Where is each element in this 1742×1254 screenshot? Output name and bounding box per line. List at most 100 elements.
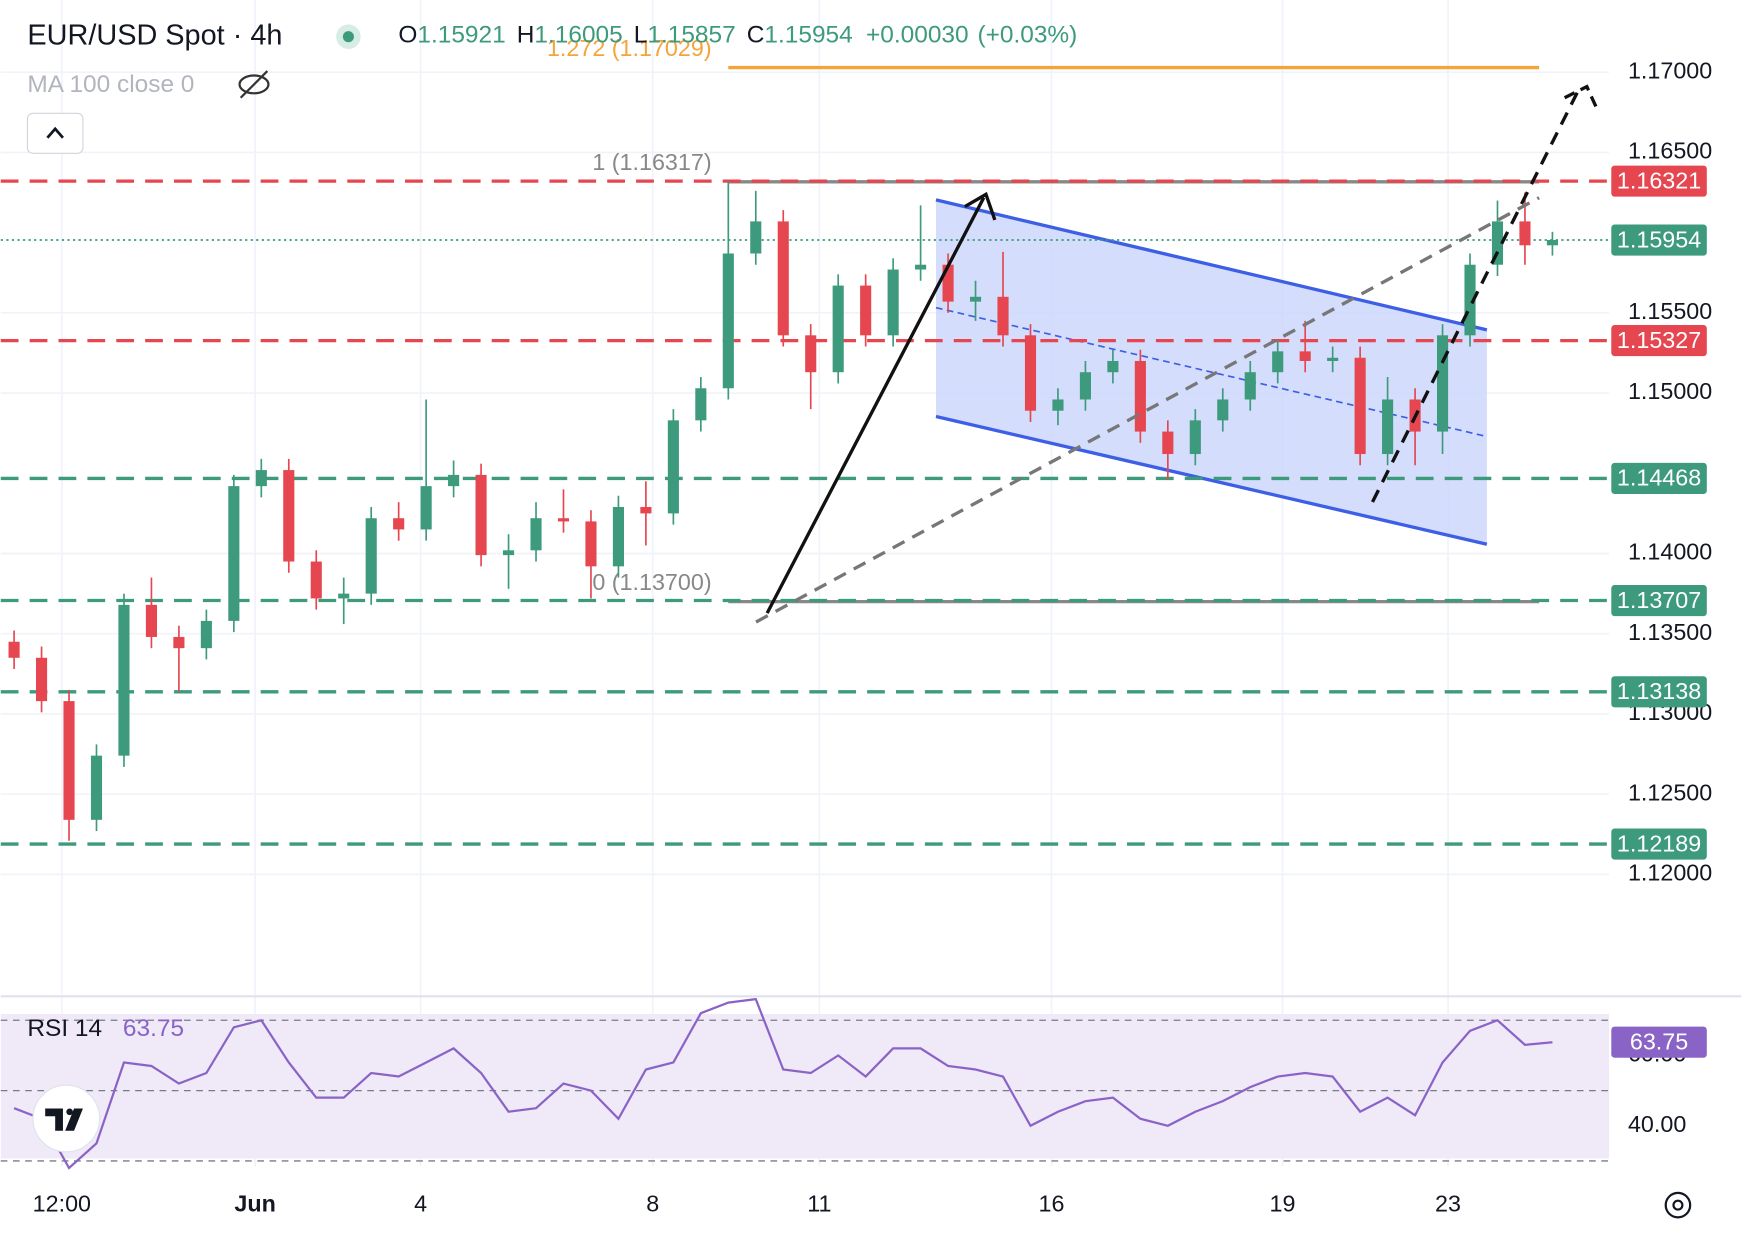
candle-body — [310, 561, 322, 599]
tv-logo[interactable] — [32, 1084, 101, 1153]
candle-body — [942, 264, 954, 302]
price-badge — [1611, 224, 1707, 256]
candle-body — [722, 253, 734, 389]
price-badge-label: 1.14468 — [1617, 465, 1701, 491]
candle-body — [1327, 357, 1339, 361]
candle-body — [255, 470, 267, 487]
y-tick-label: 1.13500 — [1628, 619, 1712, 645]
candle-body — [1272, 351, 1284, 373]
candle-body — [393, 518, 405, 530]
candle-body — [1464, 264, 1476, 336]
candle-body — [860, 285, 872, 336]
ohlc-key: C — [747, 22, 765, 49]
rsi-badge-label: 63.75 — [1630, 1028, 1688, 1054]
eye — [238, 74, 270, 95]
candle-body — [420, 486, 432, 530]
price-badge — [1611, 828, 1707, 860]
ohlc-key: L — [634, 22, 648, 49]
rsi-band — [0, 1014, 1610, 1159]
fib-label: 1 (1.16317) — [592, 149, 711, 175]
candle-body — [750, 221, 762, 254]
price-badge-label: 1.13707 — [1617, 587, 1701, 613]
collapse-button[interactable] — [26, 112, 84, 154]
price-badge — [1611, 325, 1707, 357]
candle-body — [777, 221, 789, 336]
candle-body — [1436, 335, 1449, 432]
settings-icon[interactable] — [1664, 1191, 1692, 1219]
candle-body — [1079, 372, 1091, 400]
price-badge-label: 1.12189 — [1617, 830, 1701, 856]
x-tick-label: 8 — [646, 1190, 659, 1216]
ohlc-key: O — [398, 22, 417, 49]
candle-body — [585, 521, 597, 567]
rsi-line — [13, 997, 1553, 1170]
levels: 1.272 (1.17029) 1 (1.16317) 0 (1.13700) — [0, 35, 1610, 846]
candle-body — [63, 701, 75, 820]
trend-dashed — [755, 196, 1540, 624]
y-tick-label: 1.16500 — [1628, 138, 1712, 164]
y-tick-label: 1.15000 — [1628, 378, 1712, 404]
ma-label: MA 100 close 0 — [27, 71, 194, 98]
x-tick-label: 23 — [1435, 1190, 1461, 1216]
channel-mid — [935, 306, 1488, 438]
price-badge — [1611, 584, 1707, 617]
price-badge-label: 1.13138 — [1617, 678, 1701, 704]
ohlc-value: 1.16005 — [534, 22, 622, 49]
logo-circle — [32, 1084, 101, 1153]
ohlc-key: H — [517, 22, 535, 49]
candle-body — [530, 518, 542, 551]
arrow-head — [964, 191, 997, 221]
candle-body — [1162, 431, 1174, 455]
ohlc-value: 1.15857 — [647, 22, 735, 49]
candle-body — [200, 620, 212, 649]
eye-slash — [239, 70, 269, 99]
candle-body — [448, 474, 460, 487]
ohlc-value: 1.15921 — [417, 22, 505, 49]
candle-body — [887, 269, 899, 336]
candle-body — [145, 604, 157, 637]
ohlc: O1.15921 H1.16005 L1.15857 C1.15954 +0.00030… — [398, 22, 1077, 49]
x-tick-label: 11 — [807, 1190, 831, 1216]
channel-top — [935, 198, 1488, 332]
price-badge-label: 1.15954 — [1617, 226, 1701, 252]
candle-body — [502, 550, 515, 556]
candle-body — [90, 755, 103, 820]
candle-body — [173, 636, 185, 649]
candle-body — [557, 518, 570, 522]
status-dot — [342, 31, 354, 43]
x-tick-label: 4 — [414, 1190, 427, 1216]
logo-dot — [66, 1108, 73, 1116]
rsi-badge — [1611, 1026, 1707, 1058]
candle-body — [338, 593, 350, 599]
price-badge — [1611, 676, 1707, 708]
y-tick-label: 1.12500 — [1628, 779, 1712, 805]
candle-body — [1024, 335, 1037, 411]
rsi-value: 63.75 — [123, 1015, 184, 1042]
candle-body — [1052, 399, 1064, 411]
x-tick-label: 19 — [1270, 1190, 1296, 1216]
candle-body — [365, 518, 377, 594]
candle-body — [695, 388, 707, 421]
ohlc-value: 1.15954 — [764, 22, 852, 49]
projection — [1370, 90, 1580, 503]
x-tick-label: Jun — [234, 1190, 275, 1216]
price-badge — [1611, 462, 1707, 494]
candle-body — [1217, 399, 1229, 421]
change-pct: (+0.03%) — [977, 22, 1077, 49]
candle-body — [997, 296, 1009, 336]
fib-label: 1.272 (1.17029) — [547, 35, 712, 61]
gear-center — [1672, 1199, 1684, 1211]
candle-body — [475, 474, 487, 556]
candle-body — [640, 506, 652, 514]
rsi-name: RSI 14 — [27, 1015, 102, 1042]
axis: 12:00 Jun 4 8 11 16 19 23 1.17000 1.16500 1.15500 1… — [33, 57, 1713, 1216]
candle-body — [35, 657, 48, 702]
candle-body — [1382, 399, 1394, 455]
symbol: EUR/USD Spot · 4h — [27, 19, 282, 51]
candle-body — [228, 486, 240, 621]
x-tick-label: 12:00 — [33, 1190, 91, 1216]
gear — [1664, 1191, 1692, 1219]
visibility-icon[interactable] — [238, 70, 270, 99]
